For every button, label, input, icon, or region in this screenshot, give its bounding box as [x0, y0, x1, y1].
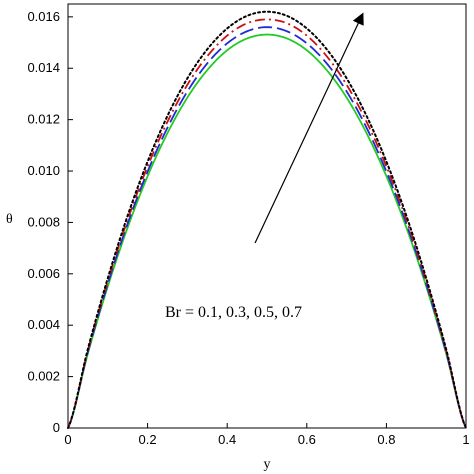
y-tick-label: 0.012: [27, 112, 60, 127]
annotation-br: Br = 0.1, 0.3, 0.5, 0.7: [165, 304, 302, 321]
plot-frame: [67, 3, 467, 429]
y-tick-label: 0.006: [27, 266, 60, 281]
x-tick-label: 0: [64, 432, 71, 447]
x-tick-label: 0.2: [139, 432, 157, 447]
series-line-1: [67, 33, 467, 429]
y-tick-label: 0.014: [27, 60, 60, 75]
series-line-4: [67, 10, 467, 429]
y-tick-label: 0: [53, 420, 60, 435]
x-tick-label: 0.4: [218, 432, 236, 447]
series-line-3: [67, 18, 467, 429]
x-axis-ticks: 0 0.2 0.4 0.6 0.8 1: [64, 423, 470, 447]
arrow: [254, 12, 364, 244]
y-axis-ticks: 0 0.002 0.004 0.006 0.008 0.010 0.012 0.014 0.01…: [27, 9, 73, 435]
y-tick-label: 0.002: [27, 369, 60, 384]
y-tick-label: 0.010: [27, 163, 60, 178]
y-tick-label: 0.008: [27, 214, 60, 229]
y-tick-label: 0.004: [27, 317, 60, 332]
x-tick-label: 1: [462, 432, 469, 447]
x-tick-label: 0.8: [377, 432, 395, 447]
x-axis-title: y: [264, 457, 271, 472]
series-line-2: [67, 26, 467, 429]
x-tick-label: 0.6: [298, 432, 316, 447]
y-axis-title: θ: [6, 212, 13, 227]
series-group: [67, 10, 467, 429]
y-tick-label: 0.016: [27, 9, 60, 24]
